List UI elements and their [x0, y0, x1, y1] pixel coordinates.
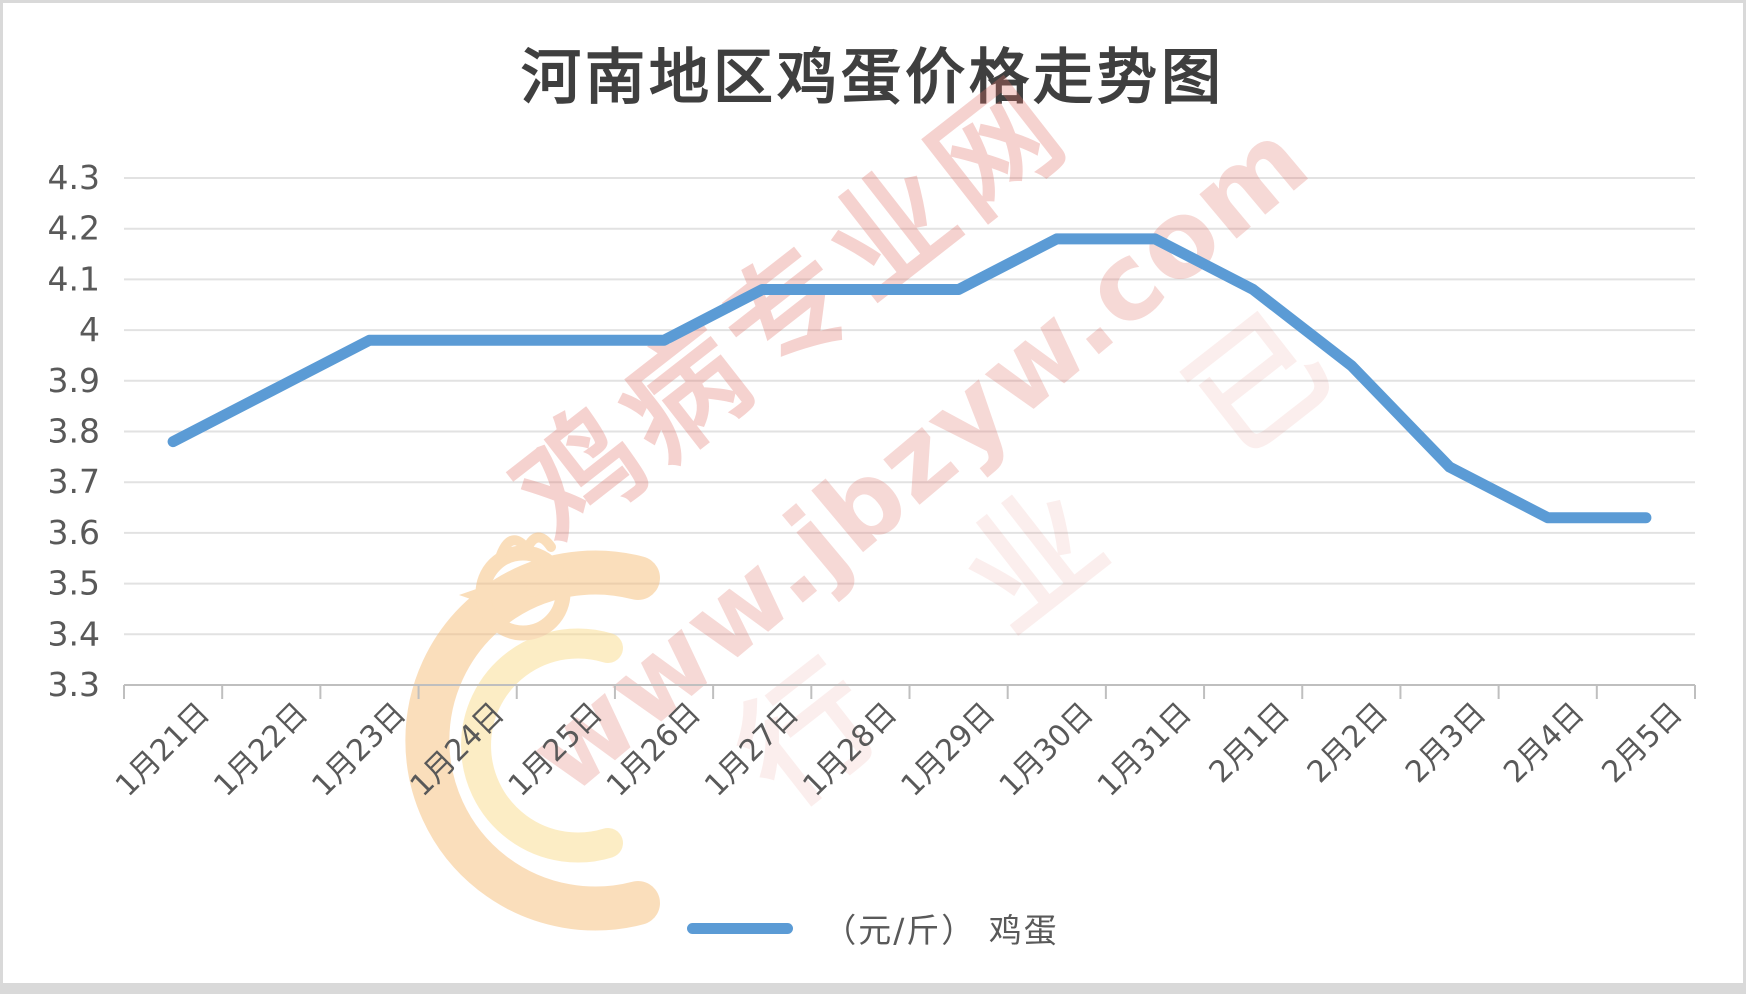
y-axis-tick-label: 4.3 — [48, 158, 100, 197]
legend-line-swatch — [687, 922, 794, 934]
x-axis — [123, 684, 1696, 699]
y-axis-tick-label: 3.4 — [48, 614, 100, 653]
chicken-logo-watermark — [405, 532, 660, 931]
y-axis-tick-label: 3.7 — [48, 462, 100, 501]
y-axis-tick-label: 3.8 — [48, 412, 100, 451]
line-chart-canvas: 鸡病专业网 www.jbzyw.com 行 业 已 3.33.43.53.63.… — [48, 51, 1696, 931]
chicken-eye-icon — [526, 583, 540, 597]
x-axis-category-label: 1月31日 — [1091, 696, 1199, 804]
chart-title: 河南地区鸡蛋价格走势图 — [521, 43, 1225, 113]
x-axis-category-label: 2月3日 — [1399, 696, 1493, 790]
y-axis-tick-label: 3.5 — [48, 564, 100, 603]
x-axis-category-label: 1月30日 — [993, 696, 1101, 804]
x-axis-category-label: 2月1日 — [1203, 696, 1297, 790]
gridlines — [124, 177, 1695, 636]
bottom-border — [3, 983, 1743, 991]
y-axis-tick-label: 4 — [79, 310, 100, 349]
y-axis-tick-label: 3.6 — [48, 513, 100, 552]
x-axis-category-label: 2月2日 — [1301, 696, 1395, 790]
chicken-inner-swirl-icon — [461, 628, 623, 863]
x-axis-category-label: 1月22日 — [207, 696, 315, 804]
price-series-line — [167, 233, 1652, 524]
x-axis-category-label: 1月21日 — [109, 696, 217, 804]
y-axis-tick-label: 4.2 — [48, 209, 100, 248]
y-axis-tick-label: 3.9 — [48, 361, 100, 400]
legend: （元/斤） 鸡蛋 — [3, 903, 1743, 953]
chicken-beak-icon — [459, 586, 485, 604]
y-axis-labels: 3.3 3.4 3.5 3.6 3.7 3.8 3.9 4 4.1 4.2 4.3 — [48, 158, 100, 704]
legend-label: （元/斤） 鸡蛋 — [823, 911, 1059, 950]
x-axis-category-label: 1月23日 — [305, 696, 413, 804]
x-axis-category-label: 2月5日 — [1595, 696, 1689, 790]
chicken-body-swirl-icon — [405, 550, 660, 931]
x-axis-category-label: 2月4日 — [1497, 696, 1591, 790]
y-axis-tick-label: 4.1 — [48, 259, 100, 298]
chicken-comb-icon — [496, 532, 556, 560]
y-axis-tick-label: 3.3 — [48, 665, 100, 704]
